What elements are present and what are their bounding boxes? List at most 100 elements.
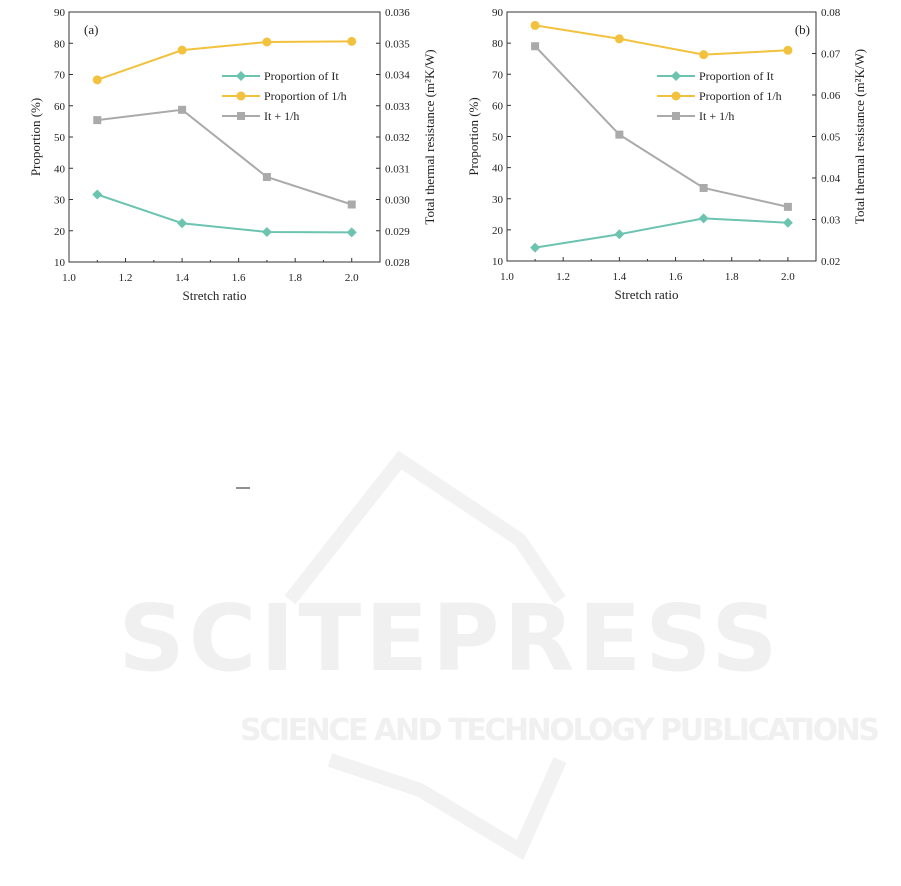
plot-frame [506,11,817,262]
x-tick-label: 1.0 [500,271,514,283]
watermark-book-shape [284,450,567,861]
series-line [534,217,788,249]
panel-label: (b) [795,22,810,37]
y-tick-label: 50 [492,132,504,144]
data-point [783,202,792,211]
data-point [671,71,681,81]
x-tick-label: 1.2 [119,272,133,284]
data-point [699,50,709,60]
y-right-tick-label: 0.033 [385,101,410,113]
x-axis-label: Stretch ratio [615,287,679,302]
data-point [672,112,680,120]
y-right-tick-label: 0.032 [385,132,410,144]
x-tick-label: 1.0 [62,272,76,284]
y-right-axis-label: Total thermal resistance (m²K/W) [852,49,867,224]
y-tick-label: 40 [54,163,66,175]
series-line [534,24,788,56]
series-0 [530,213,793,253]
y-right-tick-label: 0.08 [821,7,841,19]
legend-label: Proportion of 1/h [699,89,782,103]
legend-entry: Proportion of It [222,69,339,83]
plot-frame [68,11,381,263]
y-right-tick-label: 0.02 [821,256,840,268]
y-tick-label: 90 [54,7,66,19]
data-point [178,105,187,114]
y-tick-label: 90 [492,7,504,19]
data-point [531,42,540,51]
data-point [177,45,187,55]
data-point [261,227,272,237]
chart-b: 1.0 1.2 1.4 1.6 1.8 2.0 10 20 30 40 50 60 70 80 90 0.02… [466,7,867,302]
y-right-tick-label: 0.035 [385,38,410,50]
legend-entry: Proportion of 1/h [657,89,782,103]
legend-label: Proportion of It [699,69,774,83]
legend-label: Proportion of 1/h [264,89,347,103]
data-point [530,20,540,30]
y-right-tick-label: 0.030 [385,195,410,207]
y-tick-label: 20 [492,225,504,237]
data-point [530,242,541,253]
y-tick-label: 40 [492,163,504,175]
x-tick-label: 1.4 [175,272,189,284]
data-point [347,200,356,209]
legend-label: It + 1/h [699,109,734,123]
x-axis-label: Stretch ratio [183,288,247,303]
series-line [97,108,353,206]
data-point [614,34,624,44]
data-point [783,45,793,55]
legend-entry: Proportion of It [657,69,774,83]
y-right-tick-label: 0.05 [821,132,841,144]
y-tick-label: 30 [492,194,504,206]
data-point [92,189,103,200]
x-tick-label: 1.4 [612,271,626,283]
chart-a: 1.0 1.2 1.4 1.6 1.8 2.0 10 20 30 40 50 60 70 80 90 0.02… [28,7,437,303]
watermark-title: SCITEPRESS [118,585,781,692]
data-point [93,116,102,125]
series-line [534,45,789,208]
y-axis-label: Proportion (%) [28,98,43,176]
data-point [698,213,709,224]
x-tick-label: 1.6 [669,271,683,283]
y-right-tick-label: 0.028 [385,257,410,269]
x-tick-label: 1.8 [288,272,302,284]
legend-label: It + 1/h [264,109,299,123]
y-tick-label: 30 [54,195,66,207]
y-tick-label: 10 [492,256,504,268]
series-line [96,193,352,234]
data-point [699,183,708,192]
y-right-tick-label: 0.07 [821,49,841,61]
series-2 [531,42,792,211]
watermark-subtitle: SCIENCE AND TECHNOLOGY PUBLICATIONS [240,713,880,748]
y-axis-label: Proportion (%) [466,97,481,175]
x-tick-label: 2.0 [781,271,795,283]
data-point [236,71,246,81]
y-tick-label: 50 [54,132,66,144]
data-point [347,36,357,46]
y-right-tick-label: 0.03 [821,215,841,227]
y-tick-label: 60 [54,101,66,113]
data-point [262,37,272,47]
x-tick-label: 2.0 [345,272,359,284]
data-point [92,75,102,85]
y-tick-label: 20 [54,226,66,238]
legend-entry: It + 1/h [222,109,299,123]
data-point [671,91,681,101]
y-tick-label: 60 [492,100,504,112]
data-point [177,218,188,229]
y-tick-label: 80 [492,38,504,50]
y-right-tick-label: 0.029 [385,226,410,238]
y-tick-label: 80 [54,38,66,50]
data-point [237,112,245,120]
legend-entry: Proportion of 1/h [222,89,347,103]
series-line [96,40,352,81]
x-tick-label: 1.2 [556,271,570,283]
x-tick-label: 1.6 [232,272,246,284]
series-1 [530,20,793,60]
legend-label: Proportion of It [264,69,339,83]
data-point [782,217,793,228]
panel-label: (a) [84,22,98,37]
y-right-axis-label: Total thermal resistance (m²K/W) [422,49,437,224]
y-right-tick-label: 0.06 [821,90,841,102]
watermark-logo: SCITEPRESS SCIENCE AND TECHNOLOGY PUBLIC… [118,450,880,861]
